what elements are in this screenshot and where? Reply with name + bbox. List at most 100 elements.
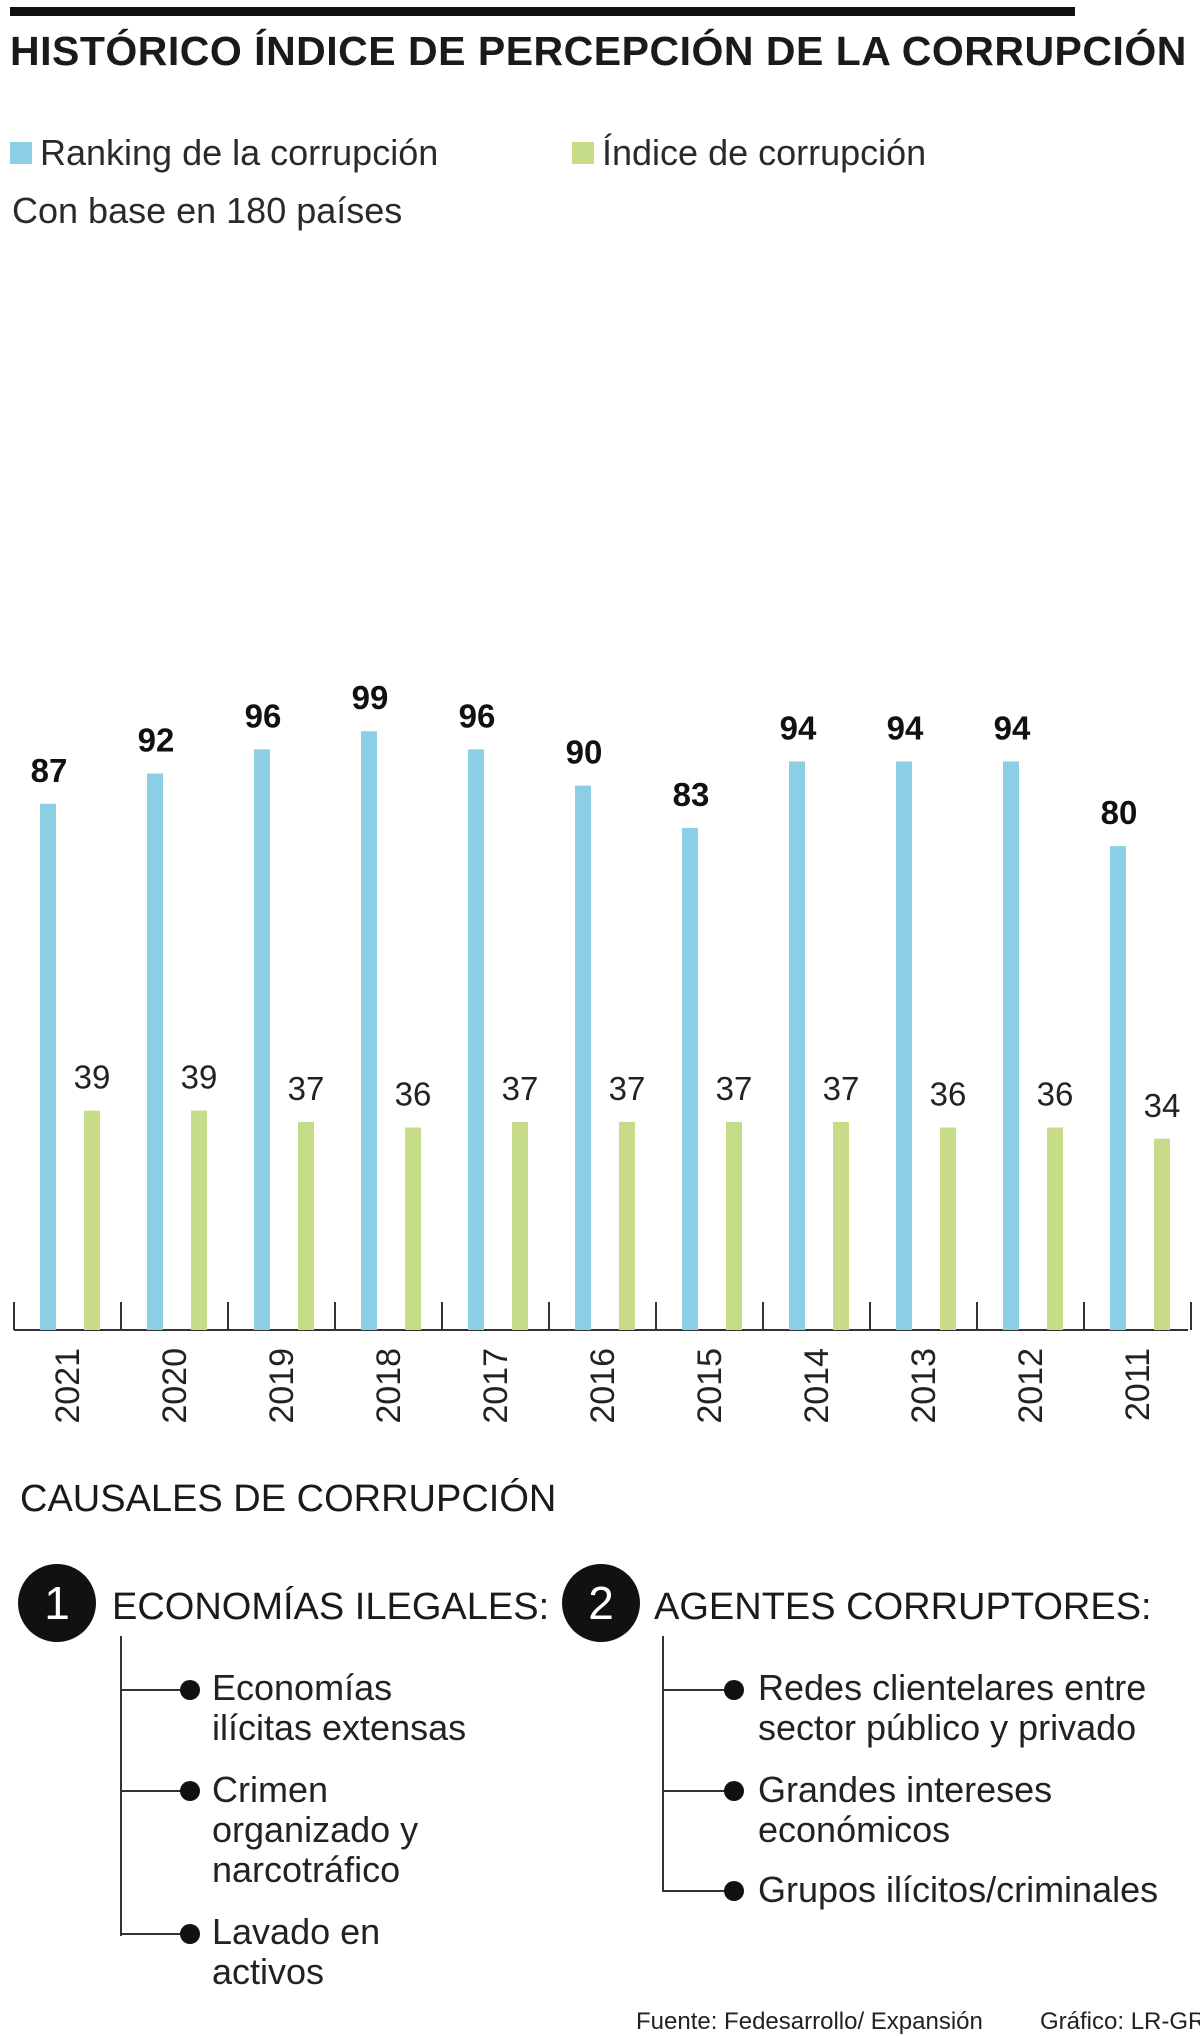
group-2-number: 2	[562, 1564, 640, 1642]
data-label-ranking: 94	[780, 709, 817, 746]
bar-index	[833, 1121, 849, 1330]
data-label-ranking: 92	[138, 722, 175, 759]
data-label-index: 37	[609, 1070, 646, 1107]
bar-ranking	[1110, 846, 1126, 1330]
item-line: económicos	[758, 1809, 951, 1850]
bullet-dot	[180, 1781, 200, 1801]
footer-credit: Gráfico: LR-GR	[1040, 2008, 1200, 2035]
bar-ranking	[1003, 761, 1019, 1330]
group-1-item-3: Lavado en activos	[212, 1912, 380, 1992]
bar-index	[191, 1110, 207, 1330]
data-label-index: 39	[181, 1059, 218, 1096]
bar-ranking	[896, 761, 912, 1330]
legend-ranking: Ranking de la corrupción	[10, 132, 438, 174]
data-label-ranking: 87	[31, 752, 68, 789]
data-label-index: 37	[288, 1070, 325, 1107]
item-line: Crimen	[212, 1769, 329, 1810]
x-tick-label: 2014	[798, 1348, 836, 1424]
bar-ranking	[789, 761, 805, 1330]
data-label-ranking: 99	[352, 679, 389, 716]
top-rule	[10, 7, 1075, 16]
x-tick-label: 2017	[477, 1348, 515, 1424]
bar-index	[1154, 1138, 1170, 1330]
bar-ranking	[682, 827, 698, 1330]
bar-ranking	[575, 785, 591, 1330]
group-1-number: 1	[18, 1564, 96, 1642]
legend-ranking-label: Ranking de la corrupción	[40, 132, 439, 173]
data-label-index: 37	[502, 1070, 539, 1107]
bar-ranking	[361, 731, 377, 1330]
bar-ranking	[468, 749, 484, 1330]
data-label-ranking: 94	[994, 709, 1031, 746]
item-line: Economías	[212, 1667, 393, 1708]
bullet-dot	[724, 1781, 744, 1801]
group-2-connector	[662, 1636, 664, 1892]
data-label-index: 39	[74, 1059, 111, 1096]
data-label-index: 37	[716, 1070, 753, 1107]
data-label-ranking: 94	[887, 709, 924, 746]
bullet-dot	[724, 1881, 744, 1901]
legend-index: Índice de corrupción	[572, 132, 926, 174]
item-line: Redes clientelares entre	[758, 1667, 1147, 1708]
bar-index	[940, 1127, 956, 1330]
item-line: organizado y	[212, 1809, 419, 1850]
data-label-index: 37	[823, 1070, 860, 1107]
group-1-branch	[120, 1790, 190, 1792]
bar-index	[298, 1121, 314, 1330]
x-tick-label: 2021	[49, 1348, 87, 1424]
data-label-index: 34	[1144, 1087, 1181, 1124]
bar-index	[726, 1121, 742, 1330]
data-label-ranking: 96	[245, 697, 282, 734]
item-line: activos	[212, 1951, 325, 1992]
footer-source: Fuente: Fedesarrollo/ Expansión	[636, 2008, 983, 2035]
x-tick-label: 2011	[1119, 1348, 1157, 1421]
data-label-ranking: 83	[673, 776, 710, 813]
item-line: ilícitas extensas	[212, 1707, 467, 1748]
x-tick-label: 2012	[1012, 1348, 1050, 1424]
legend-swatch-ranking	[10, 142, 32, 164]
bar-index	[619, 1121, 635, 1330]
chart-title: HISTÓRICO ÍNDICE DE PERCEPCIÓN DE LA COR…	[10, 28, 1187, 74]
group-2-item-2: Grandes intereses económicos	[758, 1770, 1052, 1850]
causes-title: CAUSALES DE CORRUPCIÓN	[20, 1478, 557, 1520]
x-tick-label: 2015	[691, 1348, 729, 1424]
x-tick-label: 2018	[370, 1348, 408, 1424]
bullet-dot	[180, 1924, 200, 1944]
bar-index	[1047, 1127, 1063, 1330]
bar-index	[512, 1121, 528, 1330]
bar-index	[405, 1127, 421, 1330]
data-label-ranking: 80	[1101, 794, 1138, 831]
data-label-index: 36	[1037, 1076, 1074, 1113]
data-label-ranking: 90	[566, 734, 603, 771]
item-line: Grupos ilícitos/criminales	[758, 1869, 1159, 1910]
x-tick-label: 2019	[263, 1348, 301, 1424]
bar-ranking	[147, 773, 163, 1330]
group-1-branch	[120, 1933, 190, 1935]
bullet-dot	[180, 1680, 200, 1700]
group-1-connector	[120, 1636, 122, 1936]
group-2-item-3: Grupos ilícitos/criminales	[758, 1870, 1158, 1910]
item-line: Grandes intereses	[758, 1769, 1053, 1810]
x-tick-label: 2013	[905, 1348, 943, 1424]
group-2-item-1: Redes clientelares entre sector público …	[758, 1668, 1146, 1748]
group-1-item-1: Economías ilícitas extensas	[212, 1668, 466, 1748]
item-line: sector público y privado	[758, 1707, 1137, 1748]
x-tick-label: 2020	[156, 1348, 194, 1424]
legend-note: Con base en 180 países	[12, 190, 403, 231]
item-line: narcotráfico	[212, 1849, 401, 1890]
bar-chart: 87 39 2021 92 39 2020 96 37 2019 99 36 2018 96 37 2017…	[13, 679, 1192, 1424]
bar-ranking	[254, 749, 270, 1330]
x-tick-label: 2016	[584, 1348, 622, 1424]
group-2-branch	[662, 1689, 732, 1691]
legend-index-label: Índice de corrupción	[602, 132, 927, 173]
bar-index	[84, 1110, 100, 1330]
item-line: Lavado en	[212, 1911, 381, 1952]
group-1-branch	[120, 1689, 190, 1691]
group-1-item-2: Crimen organizado y narcotráfico	[212, 1770, 418, 1890]
data-label-index: 36	[930, 1076, 967, 1113]
group-2-branch	[662, 1890, 732, 1892]
data-label-ranking: 96	[459, 697, 496, 734]
bullet-dot	[724, 1680, 744, 1700]
group-2-branch	[662, 1790, 732, 1792]
data-label-index: 36	[395, 1076, 432, 1113]
